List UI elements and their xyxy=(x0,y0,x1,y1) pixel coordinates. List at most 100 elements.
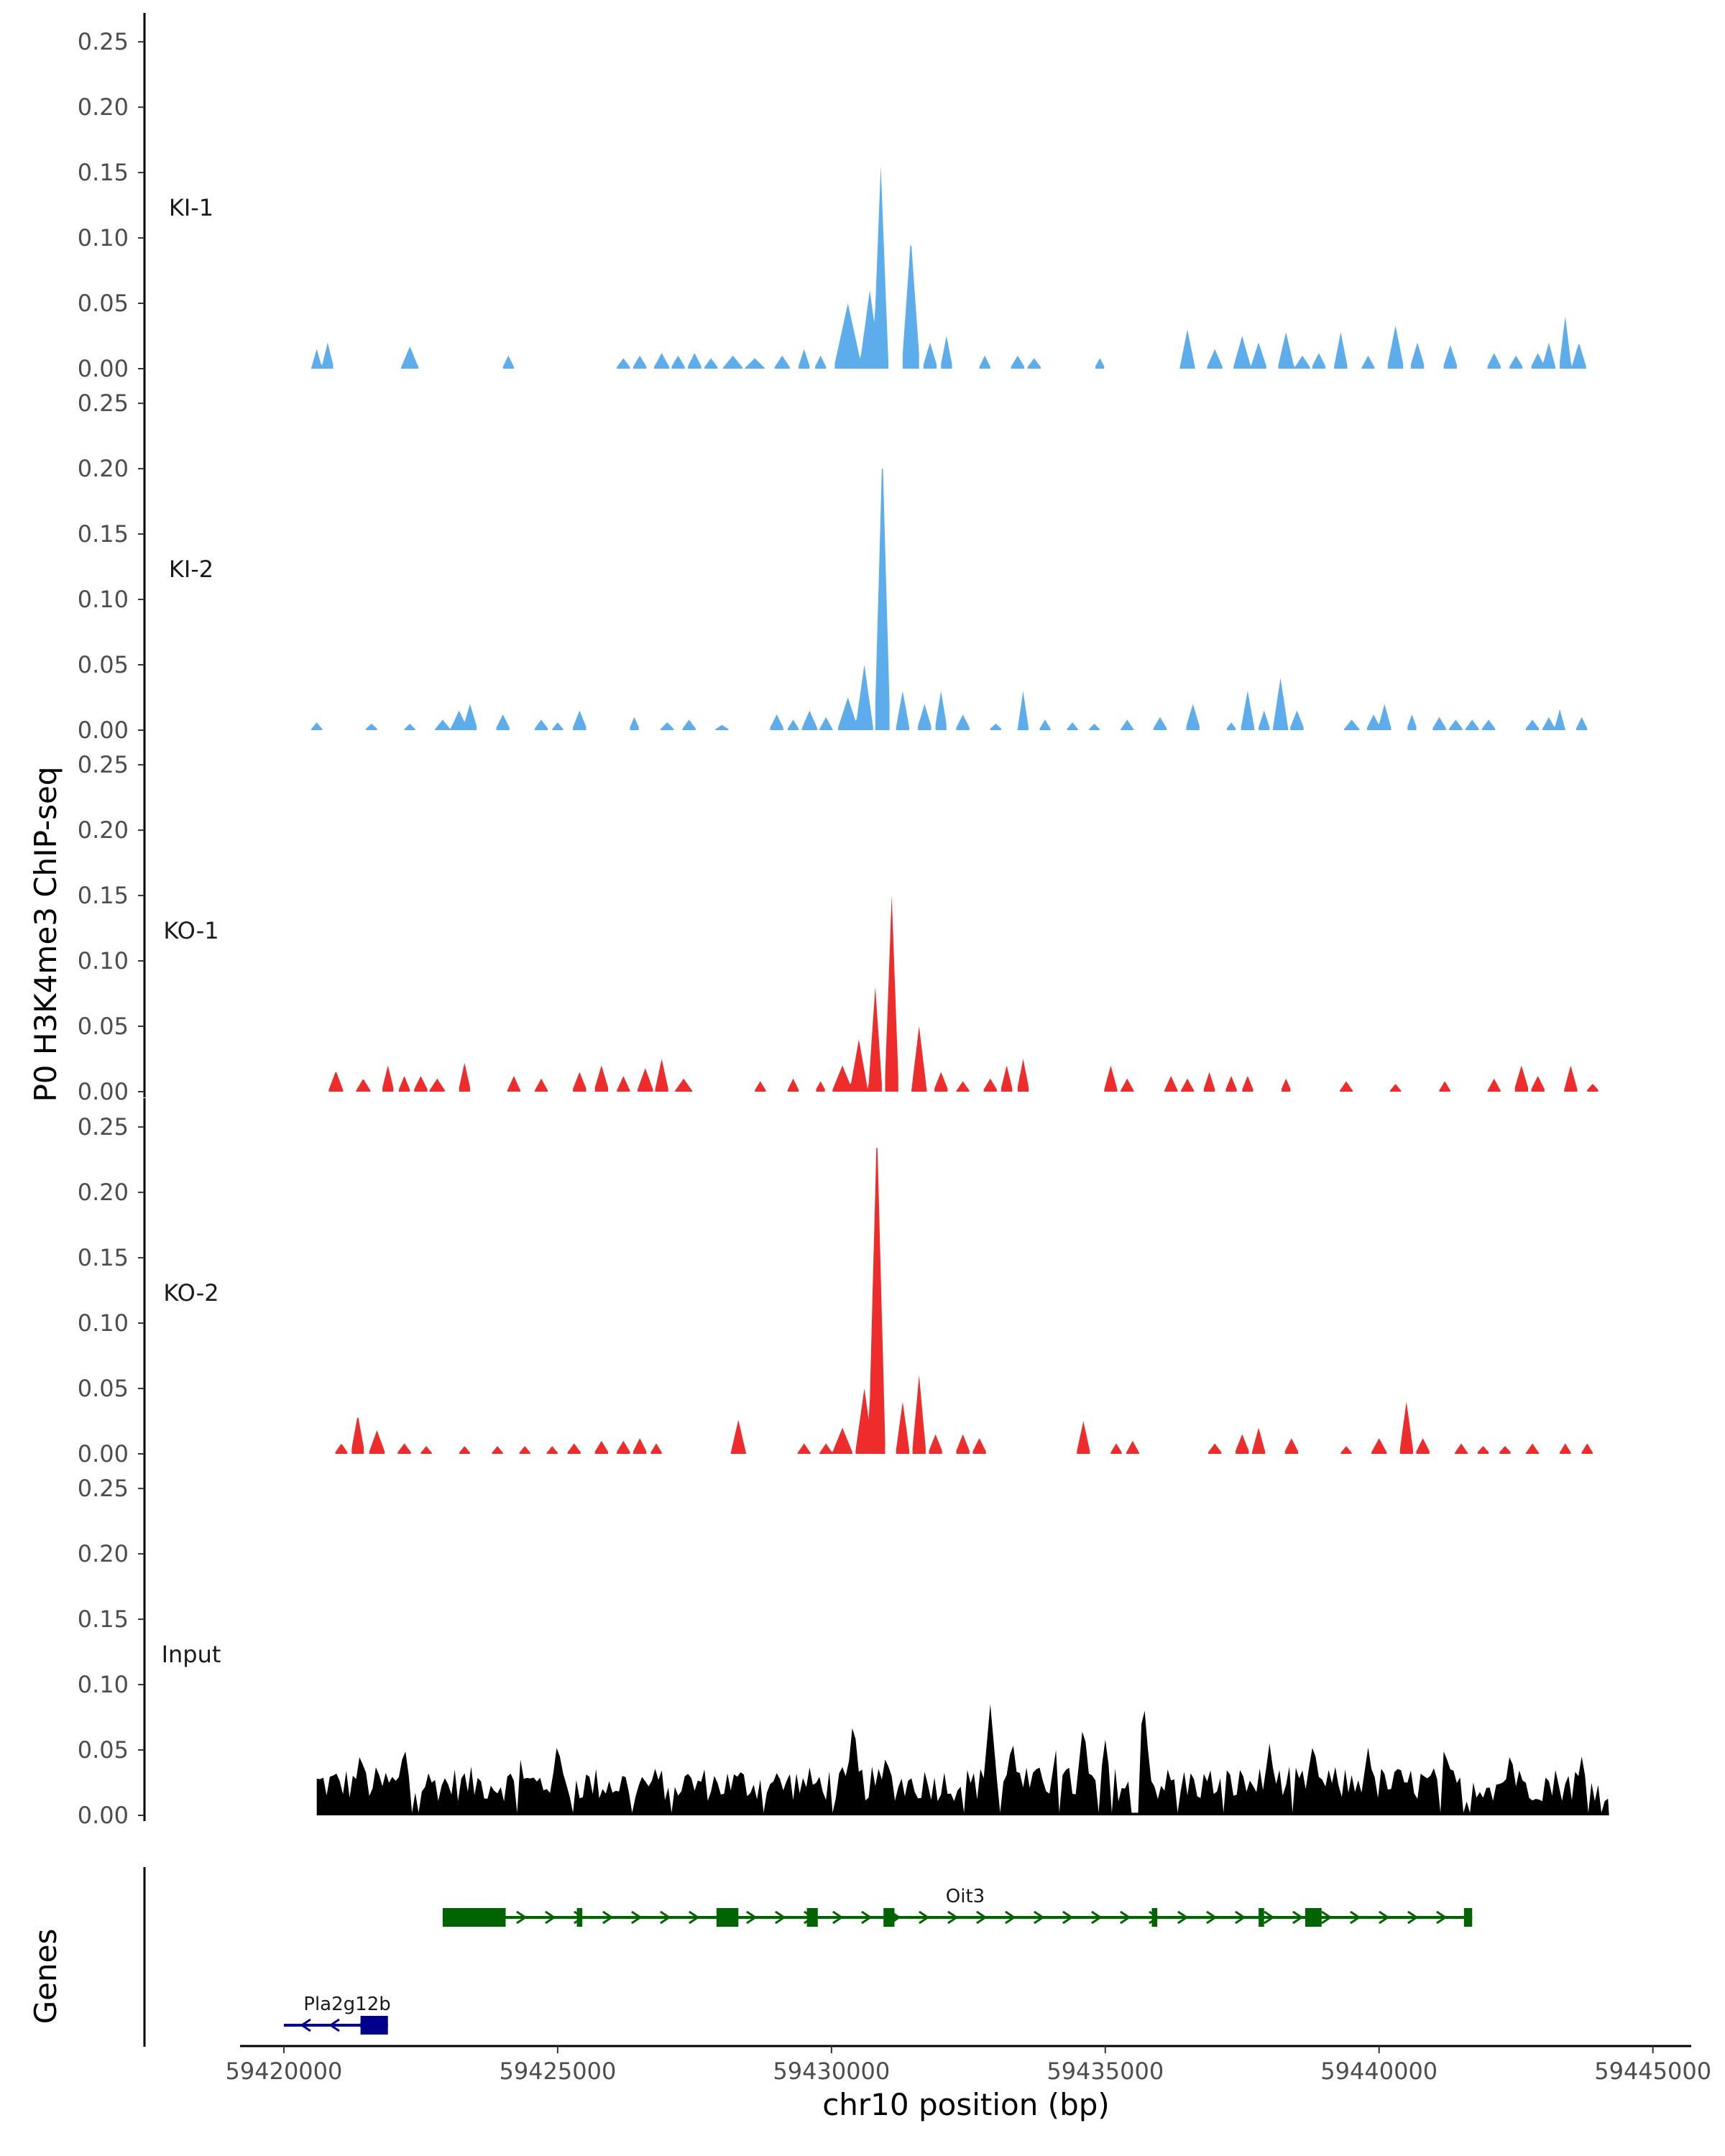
signal-peak-area xyxy=(1399,1401,1413,1454)
signal-peak-area xyxy=(397,1443,411,1454)
signal-peak-area xyxy=(1203,1072,1215,1092)
signal-peak-area xyxy=(787,1078,799,1092)
signal-peak-area xyxy=(1067,722,1078,730)
signal-peak-area xyxy=(923,342,937,369)
genes-track-title: Genes xyxy=(28,1929,63,2024)
signal-peak-area xyxy=(1153,717,1167,730)
strand-arrow xyxy=(689,1910,700,1925)
y-tick-label: 0.10 xyxy=(78,947,129,975)
y-tick-label: 0.15 xyxy=(78,1244,129,1271)
track-label: KI-2 xyxy=(169,556,213,583)
signal-peak-area xyxy=(1581,1443,1593,1454)
track-panel-ki-2: 0.00 0.05 0.10 0.15 0.20 0.25 KI-2 xyxy=(78,374,1588,744)
signal-peak-area xyxy=(1236,1434,1249,1454)
x-tick-label: 59430000 xyxy=(773,2058,890,2085)
signal-peak-area xyxy=(1290,710,1304,730)
signal-peak-area xyxy=(1509,355,1523,369)
signal-peak-area xyxy=(799,349,810,369)
signal-peak-area xyxy=(1272,678,1289,730)
signal-peak-area xyxy=(398,1076,410,1092)
signal-peak-area xyxy=(990,723,1001,730)
signal-peak-area xyxy=(770,714,783,730)
signal-peak-area xyxy=(838,665,873,730)
signal-peak-area xyxy=(935,691,947,730)
signal-peak-area xyxy=(1576,717,1588,730)
signal-peak-area xyxy=(1088,723,1100,730)
signal-peak-area xyxy=(1487,353,1501,369)
signal-peak-area xyxy=(1439,1081,1450,1092)
signal-peak-area xyxy=(912,1375,926,1454)
signal-peak-area xyxy=(534,719,548,730)
signal-peak-area xyxy=(1259,710,1270,730)
gene-exon xyxy=(806,1908,818,1927)
signal-peak-area xyxy=(617,358,630,369)
signal-peak-area xyxy=(1017,691,1029,730)
strand-arrow xyxy=(602,1910,614,1925)
signal-peak-area xyxy=(1077,1421,1090,1454)
signal-peak-area xyxy=(655,1059,668,1092)
signal-peak-area xyxy=(855,1148,886,1454)
y-tick-label: 0.10 xyxy=(78,586,129,613)
signal-peak-area xyxy=(1242,1076,1254,1092)
strand-arrow xyxy=(1120,1910,1131,1925)
y-tick-label: 0.00 xyxy=(78,717,129,744)
gene-oit3: Oit3 xyxy=(442,1886,1473,1927)
track-label: Input xyxy=(162,1641,221,1668)
signal-peak-area xyxy=(1449,719,1463,730)
signal-peak-area xyxy=(1531,342,1556,369)
signal-peak-area xyxy=(546,1446,558,1454)
y-tick-label: 0.15 xyxy=(78,159,129,186)
x-tick-label: 59420000 xyxy=(226,2058,343,2085)
gene-exon xyxy=(1151,1908,1158,1927)
y-tick-label: 0.20 xyxy=(78,455,129,482)
signal-peak-area xyxy=(617,1076,630,1092)
x-tick-label: 59445000 xyxy=(1594,2058,1711,2085)
y-tick-label: 0.25 xyxy=(78,1113,129,1141)
signal-peak-area xyxy=(351,1417,364,1454)
y-tick-label: 0.20 xyxy=(78,816,129,844)
signal-peak-area xyxy=(911,1026,927,1092)
signal-peak-area xyxy=(1542,709,1565,730)
signal-peak-area xyxy=(459,1446,470,1454)
track-panel-ki-1: 0.00 0.05 0.10 0.15 0.20 0.25 KI-1 xyxy=(78,13,1586,382)
signal-peak-area xyxy=(815,355,827,369)
signal-peak-area xyxy=(929,1434,942,1454)
signal-peak-area xyxy=(1027,358,1041,369)
signal-peak-area xyxy=(633,1438,647,1454)
signal-peak-area xyxy=(896,691,909,730)
x-tick-label: 59425000 xyxy=(499,2058,616,2085)
x-axis: 59420000 59425000 59430000 59435000 59440000… xyxy=(226,2045,1711,2122)
signal-peak-area xyxy=(420,1446,432,1454)
signal-peak-area xyxy=(956,714,970,730)
y-tick-label: 0.20 xyxy=(78,1179,129,1206)
signal-peak-area xyxy=(816,1081,825,1092)
signal-tracks: 0.00 0.05 0.10 0.15 0.20 0.25 KI-1 0.00 0.05 0.10… xyxy=(78,13,1609,1829)
signal-peak-area xyxy=(1039,719,1051,730)
y-tick-label: 0.00 xyxy=(78,1802,129,1829)
signal-peak-area xyxy=(787,719,799,730)
signal-peak-area xyxy=(1482,719,1496,730)
genes-panel: Genes Pla2g12b Oit3 xyxy=(28,1867,1473,2047)
signal-peak-area xyxy=(1233,336,1266,369)
strand-arrow xyxy=(1005,1910,1016,1925)
signal-peak-area xyxy=(311,722,323,730)
signal-peak-area xyxy=(311,342,334,369)
y-tick-label: 0.05 xyxy=(78,290,129,317)
input-signal-area xyxy=(316,1704,1609,1815)
y-tick-label: 0.25 xyxy=(78,751,129,778)
signal-peak-area xyxy=(502,355,514,369)
gene-exon xyxy=(1463,1908,1473,1927)
gene-exon xyxy=(360,2016,388,2035)
signal-peak-area xyxy=(1241,691,1254,730)
signal-peak-area xyxy=(1339,1081,1353,1092)
signal-peak-area xyxy=(633,355,647,369)
signal-peak-area xyxy=(875,469,890,730)
signal-peak-area xyxy=(1514,1065,1528,1092)
signal-peak-area xyxy=(1367,704,1392,730)
signal-peak-area xyxy=(496,714,510,730)
y-axis-title: P0 H3K4me3 ChIP-seq xyxy=(28,766,63,1102)
signal-peak-area xyxy=(1371,1438,1387,1454)
strand-arrow xyxy=(516,1910,528,1925)
signal-peak-area xyxy=(1121,1078,1134,1092)
track-panel-ko-2: 0.00 0.05 0.10 0.15 0.20 0.25 KO-2 xyxy=(78,1098,1593,1468)
